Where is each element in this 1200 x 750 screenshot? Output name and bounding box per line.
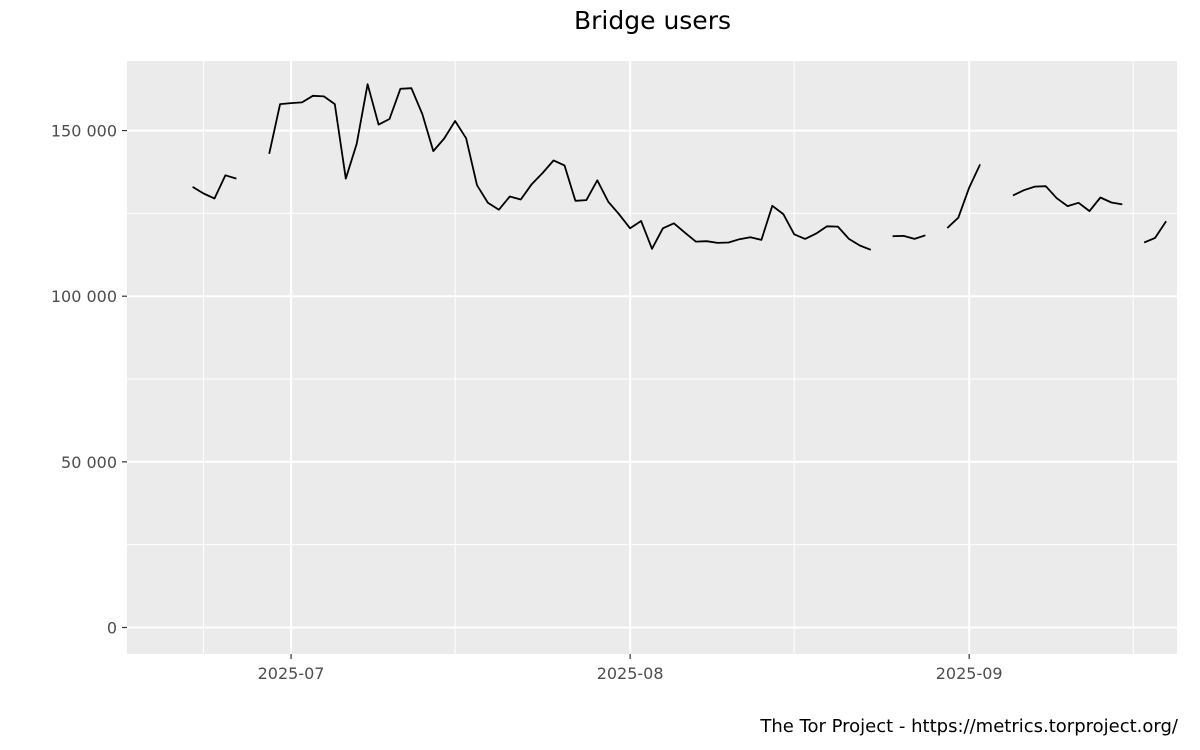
y-tick-label: 100 000 xyxy=(51,287,117,306)
major-gridlines xyxy=(127,61,1177,654)
chart-title: Bridge users xyxy=(574,6,731,35)
plot-panel xyxy=(127,61,1177,654)
y-tick-label: 50 000 xyxy=(61,453,117,472)
x-tick-label: 2025-07 xyxy=(258,664,325,683)
series-line-segment xyxy=(892,234,926,240)
series-layer xyxy=(192,83,1167,251)
minor-gridlines xyxy=(127,61,1177,654)
series-line-segment xyxy=(946,164,981,229)
chart-caption: The Tor Project - https://metrics.torpro… xyxy=(760,716,1178,737)
series-line-segment xyxy=(1143,220,1167,244)
series-line-segment xyxy=(1012,185,1123,213)
y-tick-label: 150 000 xyxy=(51,122,117,141)
x-tick-label: 2025-08 xyxy=(597,664,664,683)
x-axis: 2025-07 2025-08 2025-09 xyxy=(258,654,1003,683)
series-line-segment xyxy=(192,174,237,200)
series-line-segment xyxy=(268,83,872,251)
x-tick-label: 2025-09 xyxy=(936,664,1003,683)
y-tick-label: 0 xyxy=(107,618,117,637)
y-axis: 0 50 000 100 000 150 000 xyxy=(51,122,127,637)
